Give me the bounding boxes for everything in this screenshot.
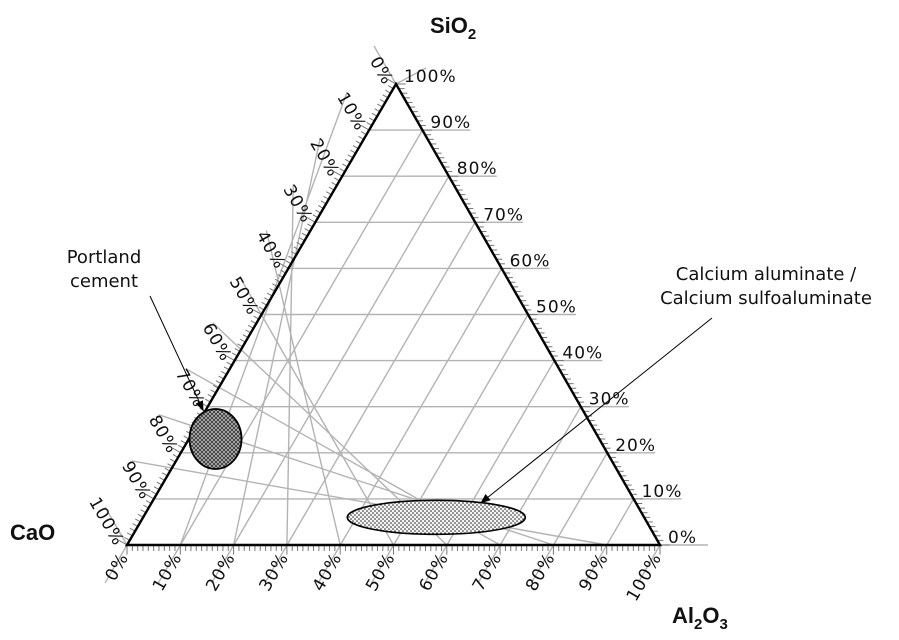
tick-left (172, 447, 182, 454)
tick-label-al2o3: 70% (469, 550, 507, 595)
grid-line-al2o3 (317, 268, 503, 584)
arrow-calcium-aluminate-head (480, 493, 491, 504)
tick-label-al2o3: 80% (522, 550, 560, 595)
tick-marks (118, 78, 670, 555)
tick-label-cao: 80% (144, 412, 182, 457)
tick-label-sio2: 0% (668, 528, 697, 548)
tick-label-sio2: 90% (430, 113, 471, 133)
tick-label-al2o3: 50% (362, 550, 400, 595)
grid-line-al2o3 (210, 175, 450, 584)
tick-left (118, 539, 128, 546)
tick-label-cao: 10% (332, 89, 370, 134)
tick-label-sio2: 100% (404, 67, 457, 87)
grid-line-al2o3 (584, 498, 635, 584)
grid-ext (373, 45, 397, 85)
grid-line-al2o3 (530, 452, 608, 584)
region-portland-cement (188, 408, 243, 470)
tick-left (252, 309, 262, 315)
tick-label-al2o3: 30% (256, 550, 294, 595)
tick-label-cao: 40% (252, 228, 290, 273)
tick-label-sio2: 20% (615, 436, 656, 456)
tick-label-sio2: 70% (483, 205, 524, 225)
tick-label-al2o3: 90% (575, 550, 613, 595)
tick-left (306, 217, 316, 223)
label-portland-cement: Portland cement (67, 247, 142, 292)
tick-label-al2o3: 10% (149, 550, 187, 595)
grid-line-cao (238, 276, 395, 546)
tick-left (279, 263, 289, 269)
tick-label-al2o3: 40% (309, 550, 347, 595)
arrow-portland-cement-head (195, 400, 204, 411)
grid-ext (637, 544, 661, 584)
tick-label-sio2: 30% (589, 390, 630, 410)
tick-left (360, 124, 370, 131)
arrow-portland-cement (149, 295, 204, 412)
tick-left (387, 78, 397, 85)
tick-label-cao: 20% (305, 135, 343, 180)
vertex-label-sio2: SiO2 (430, 13, 476, 43)
tick-label-sio2: 80% (457, 159, 498, 179)
tick-label-sio2: 10% (642, 482, 683, 502)
vertex-label-cao: CaO (10, 520, 55, 545)
grid-line-al2o3 (264, 221, 476, 584)
grid-ext (104, 544, 128, 584)
tick-left (225, 355, 235, 362)
tick-label-sio2: 40% (562, 344, 603, 364)
regions (188, 408, 527, 536)
tick-label-cao: 30% (279, 181, 317, 226)
grid-lines (104, 45, 708, 584)
tick-label-al2o3: 0% (102, 550, 134, 585)
grid-ext (395, 67, 427, 85)
label-calcium-aluminate: Calcium aluminate / Calcium sulfoaluminat… (660, 264, 872, 309)
grid-line-cao (131, 460, 607, 546)
region-calcium-aluminate (346, 499, 527, 536)
tick-label-cao: 0% (365, 53, 397, 88)
tick-left (145, 493, 155, 500)
tick-label-sio2: 50% (536, 298, 577, 318)
annotations: Portland cement Calcium aluminate / Calcium… (67, 247, 872, 504)
vertex-label-al2o3: Al2O3 (672, 603, 728, 633)
triangle-frame (124, 81, 663, 547)
tick-label-cao: 60% (198, 320, 236, 365)
tick-label-al2o3: 60% (415, 550, 453, 595)
tick-label-cao: 100% (84, 494, 128, 550)
tick-left (333, 170, 343, 177)
grid-ext (104, 506, 128, 546)
triangle-outline (124, 81, 663, 547)
tick-label-cao: 50% (225, 274, 263, 319)
arrow-calcium-aluminate (479, 317, 713, 504)
tick-label-al2o3: 100% (623, 550, 667, 606)
grid-line-al2o3 (370, 314, 529, 584)
tick-label-cao: 90% (117, 458, 155, 503)
tick-label-sio2: 60% (510, 251, 551, 271)
tick-label-al2o3: 20% (202, 550, 240, 595)
